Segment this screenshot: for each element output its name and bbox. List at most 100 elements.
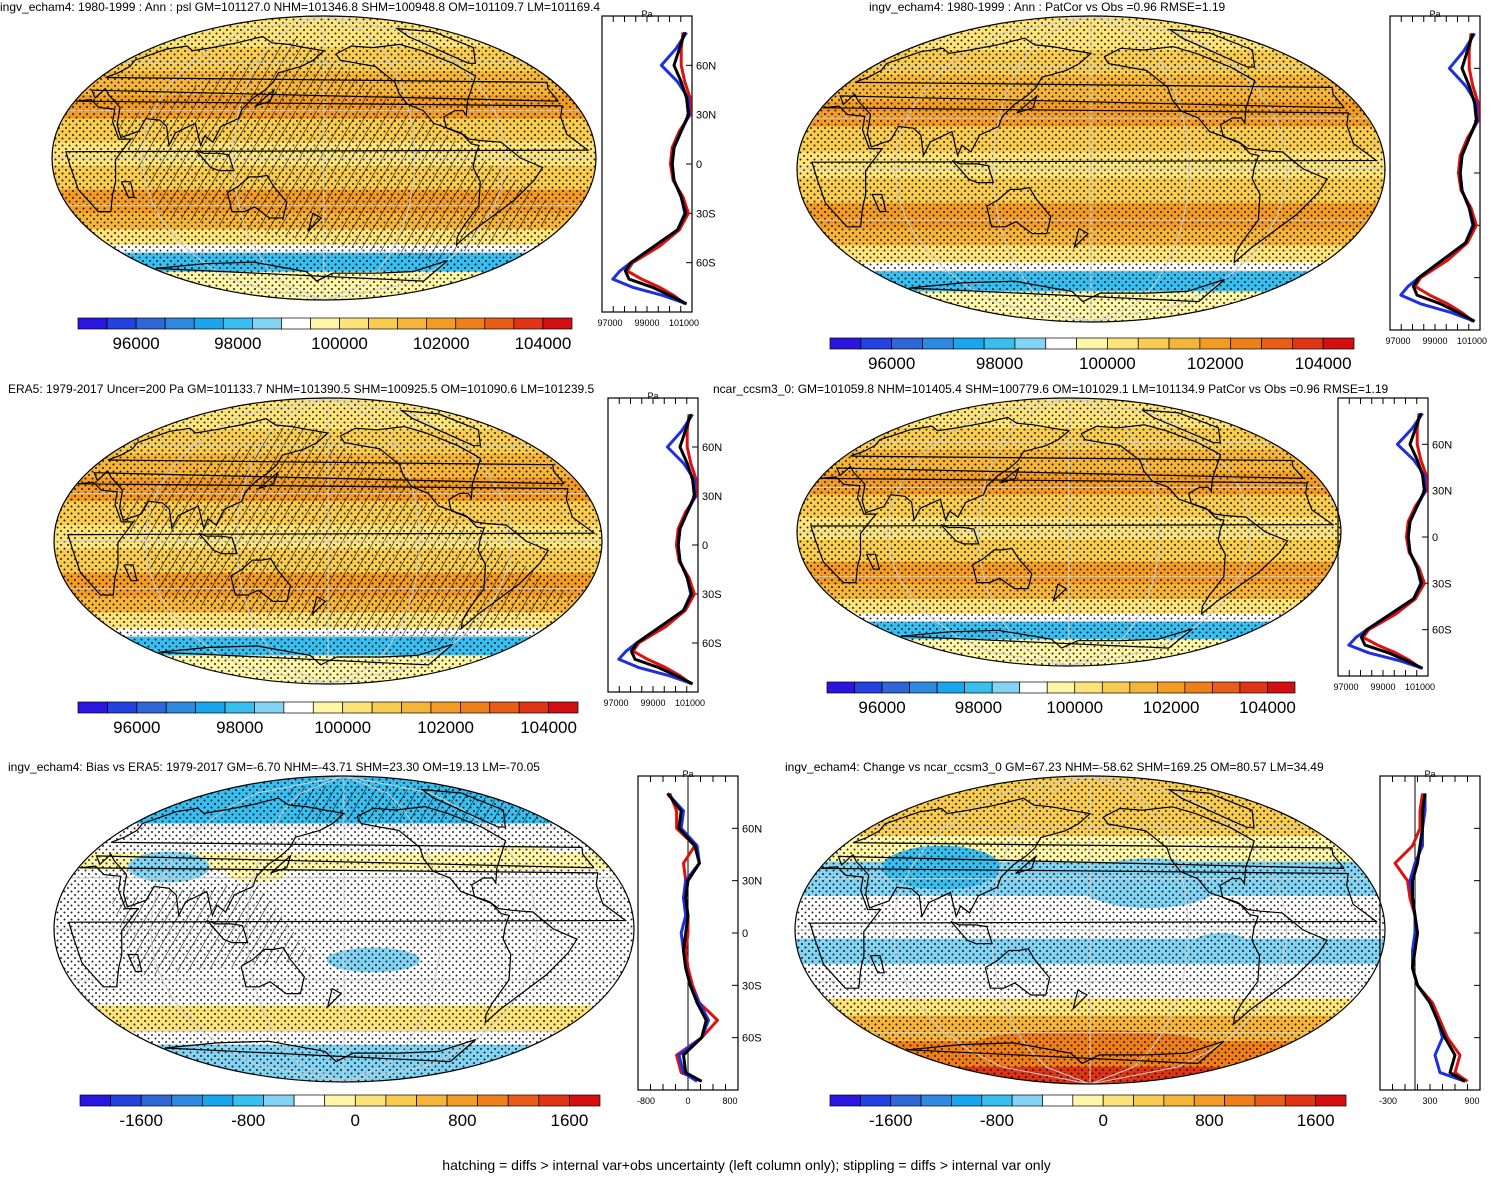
colorbar-swatch — [1076, 337, 1108, 350]
colorbar-swatch — [140, 1094, 173, 1107]
colorbar-swatch — [920, 1094, 952, 1107]
longitude-line — [150, 776, 345, 1082]
lat-tick-label: 60N — [742, 823, 762, 835]
coastline — [1167, 788, 1255, 828]
colorbar-swatch — [1292, 337, 1324, 350]
colorbar-label: 102000 — [1187, 354, 1244, 373]
colorbar-swatch — [518, 701, 549, 714]
colorbar-swatch — [310, 317, 340, 330]
units-label: Pa — [641, 9, 652, 19]
colorbar-swatch — [416, 1094, 448, 1107]
colorbar-label: 96000 — [112, 334, 159, 353]
colorbar-swatch — [1072, 1094, 1104, 1107]
map-border — [53, 775, 635, 1083]
colorbar-swatch — [164, 317, 195, 330]
colorbar-label: 100000 — [314, 718, 371, 737]
profile-series — [1413, 33, 1480, 323]
coastline — [95, 797, 595, 918]
colorbar-swatch — [1137, 337, 1170, 350]
units-label: Pa — [1429, 9, 1440, 19]
coastline — [206, 919, 249, 944]
panel-title: ingv_echam4: Change vs ncar_ccsm3_0 GM=6… — [785, 760, 1324, 774]
zonal-profile: Pa 60N 30N 0 30S 60S 97000 99000 101000 — [603, 391, 722, 708]
profile-series — [625, 32, 692, 305]
coastline — [907, 1040, 1225, 1065]
colorbar-swatch — [513, 317, 544, 330]
profile-series — [631, 414, 698, 685]
coastline — [1015, 854, 1037, 875]
lat-tick-label: 0 — [742, 928, 748, 940]
units-label: Pa — [647, 391, 658, 401]
coastline — [900, 628, 1193, 649]
lat-tick-label: 0 — [696, 159, 702, 171]
map-border — [796, 15, 1386, 323]
colorbar-swatch — [324, 1094, 356, 1107]
colorbar-label: 1600 — [550, 1111, 588, 1130]
longitude-line — [327, 398, 512, 684]
colorbar-swatch — [1224, 1094, 1256, 1107]
colorbar-swatch — [922, 337, 954, 350]
colorbar-label: 96000 — [113, 718, 160, 737]
colorbar-swatch — [385, 1094, 417, 1107]
colorbar-swatch — [136, 701, 167, 714]
longitude-line — [1090, 16, 1190, 322]
colorbar-swatch — [542, 317, 573, 330]
colorbar-swatch — [371, 701, 402, 714]
colorbar-swatch — [312, 701, 344, 714]
coastline — [810, 476, 1335, 584]
profile-series — [629, 413, 696, 686]
profile-tick-label: 800 — [722, 1096, 737, 1106]
coastline — [255, 88, 276, 107]
coastline — [311, 596, 327, 617]
units-label: Pa — [682, 769, 693, 779]
lat-tick-label: 60S — [1432, 625, 1452, 637]
coastline — [1167, 28, 1256, 68]
coastline — [419, 788, 506, 828]
world-map — [796, 397, 1342, 667]
colorbar-swatch — [991, 681, 1021, 694]
longitude-line — [887, 398, 1070, 666]
coastline — [127, 953, 143, 973]
lat-tick-label: 30S — [742, 980, 762, 992]
lat-tick-label: 30S — [702, 589, 722, 601]
colorbar-label: 98000 — [214, 334, 261, 353]
colorbar-swatch — [263, 1094, 295, 1107]
colorbar-swatch — [952, 337, 985, 350]
lat-tick-label: 30N — [742, 876, 762, 888]
panel-title: ingv_echam4: 1980-1999 : Ann : psl GM=10… — [0, 0, 601, 14]
colorbar-label: -1600 — [119, 1111, 162, 1130]
profile-series — [1408, 793, 1466, 1083]
longitude-line — [1090, 16, 1288, 322]
zonal-profile: Pa 60N 30N 0 30S 60S -800 0 800 — [637, 769, 762, 1106]
colorbar-swatch — [1212, 681, 1241, 694]
colorbar-label: 104000 — [1239, 698, 1296, 717]
world-map — [51, 15, 597, 301]
profile-tick-label: 101000 — [675, 698, 705, 708]
coastline — [123, 564, 138, 582]
colorbar-swatch — [829, 1094, 861, 1107]
longitude-line — [343, 776, 442, 1082]
profile-tick-label: 99000 — [640, 698, 665, 708]
coastline — [984, 948, 1051, 996]
colorbar-swatch — [1315, 1094, 1347, 1107]
lat-tick-label: 60N — [702, 442, 722, 454]
colorbar-swatch — [1254, 1094, 1286, 1107]
lat-tick-label: 60S — [696, 258, 716, 270]
colorbar-swatch — [1163, 1094, 1195, 1107]
colorbar-swatch — [1046, 681, 1076, 694]
colorbar-swatch — [1014, 337, 1047, 350]
panel-title: ncar_ccsm3_0: GM=101059.8 NHM=101405.4 S… — [713, 382, 1389, 396]
map-border — [794, 775, 1386, 1085]
lat-tick-label: 30N — [1432, 486, 1452, 498]
colorbar-swatch — [951, 1094, 983, 1107]
lat-tick-label: 0 — [702, 540, 708, 552]
profile-frame — [607, 397, 699, 693]
profile-series — [1361, 413, 1428, 670]
coastline — [971, 547, 1033, 590]
colorbar-swatch — [110, 1094, 142, 1107]
colorbar-swatch — [342, 701, 373, 714]
colorbar-label: -800 — [231, 1111, 265, 1130]
longitude-line — [1089, 776, 1189, 1084]
colorbar-swatch — [484, 317, 515, 330]
colorbar-swatch — [891, 337, 923, 350]
